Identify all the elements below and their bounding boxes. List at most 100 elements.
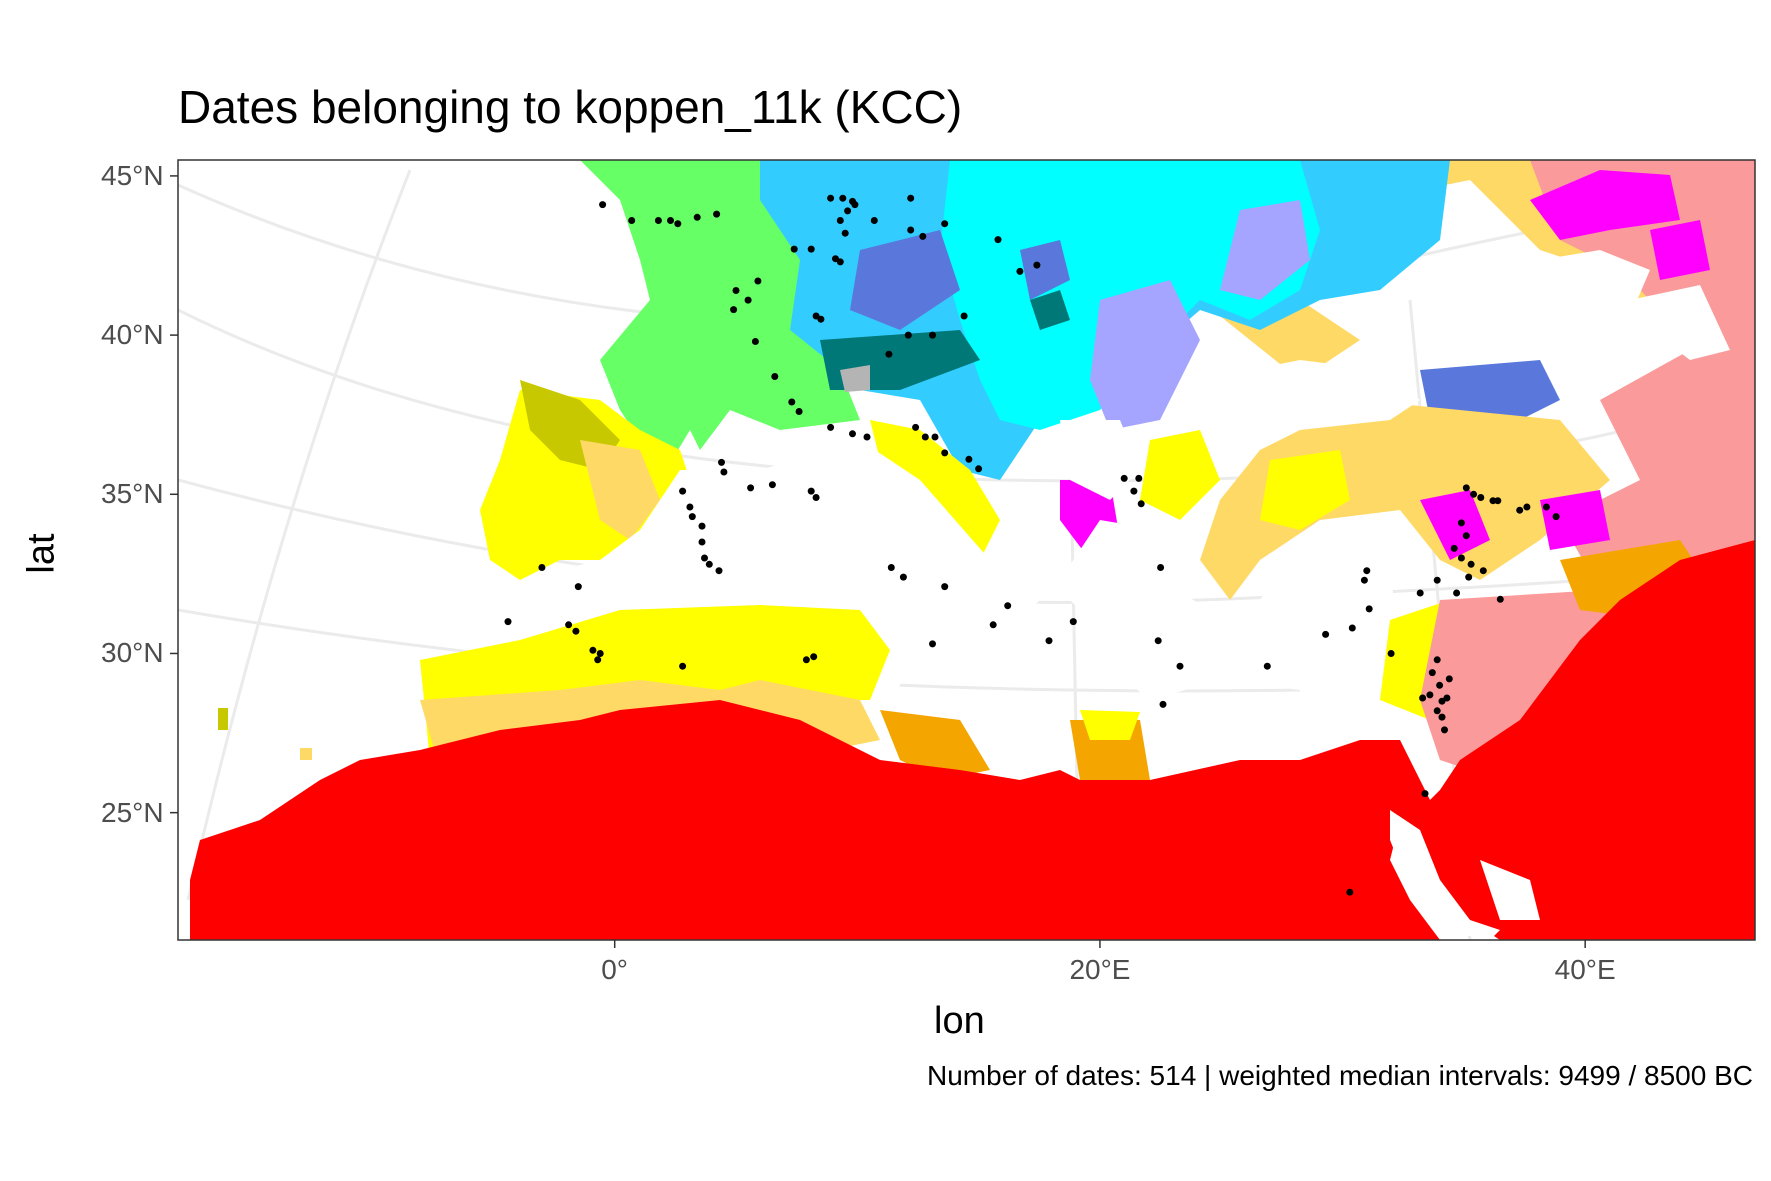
date-point — [1135, 474, 1143, 482]
date-point — [1387, 650, 1395, 657]
date-point — [1419, 694, 1427, 702]
date-point — [929, 640, 936, 648]
date-point — [849, 430, 856, 438]
date-point — [1441, 726, 1448, 734]
date-point — [807, 487, 815, 495]
date-point — [885, 350, 893, 358]
date-point — [1457, 519, 1465, 527]
red-sea — [1390, 810, 1500, 940]
date-point — [686, 503, 694, 511]
date-point — [1433, 707, 1441, 715]
caspian-sea — [1630, 285, 1730, 360]
zone-libya-steppe-cold — [880, 710, 990, 780]
date-point — [790, 245, 798, 253]
date-point — [965, 455, 973, 463]
date-point — [1445, 675, 1453, 683]
date-point — [705, 560, 713, 568]
date-point — [1421, 790, 1429, 798]
zone-continental-cool-2 — [1090, 280, 1200, 430]
date-point — [1263, 662, 1271, 670]
date-point — [975, 465, 983, 473]
date-point — [1450, 544, 1458, 552]
date-points — [504, 194, 1560, 896]
zone-continental-cool-1 — [1220, 200, 1310, 300]
date-point — [718, 458, 725, 466]
date-point — [1004, 602, 1012, 610]
zone-canary — [218, 708, 228, 730]
date-point — [1542, 503, 1550, 511]
date-point — [715, 567, 723, 575]
date-point — [788, 398, 796, 406]
zone-cyrenaica-hot — [1080, 710, 1140, 740]
date-point — [1365, 605, 1373, 613]
zone-caspian-continental — [1530, 170, 1680, 240]
date-point — [574, 583, 582, 591]
date-point — [994, 236, 1002, 244]
date-point — [751, 338, 759, 345]
date-point — [1416, 589, 1424, 597]
zone-tundra — [840, 365, 870, 392]
date-point — [1433, 656, 1441, 664]
date-point — [863, 433, 871, 441]
panel-border — [177, 159, 1756, 941]
date-point — [667, 217, 674, 224]
date-point — [1069, 618, 1077, 626]
date-point — [594, 656, 602, 664]
date-point — [1470, 490, 1478, 498]
date-point — [1552, 513, 1560, 521]
date-point — [887, 564, 895, 571]
date-point — [844, 207, 852, 215]
adriatic-patch — [1060, 420, 1140, 500]
date-point — [1130, 487, 1138, 495]
black-sea — [1200, 360, 1420, 440]
date-point — [1516, 506, 1524, 514]
date-point — [538, 564, 546, 571]
x-axis-label: lon — [934, 1000, 985, 1042]
date-point — [747, 484, 755, 492]
date-point — [754, 277, 762, 285]
zone-italy-med-hot — [870, 420, 1000, 560]
date-point — [1045, 637, 1053, 645]
date-point — [836, 217, 844, 224]
date-point — [701, 554, 708, 562]
date-point — [1477, 494, 1485, 501]
date-point — [1157, 564, 1165, 571]
date-point — [1033, 261, 1041, 269]
x-tick-label: 40°E — [1554, 954, 1616, 985]
date-point — [1494, 497, 1502, 505]
date-point — [812, 494, 820, 501]
date-point — [1479, 567, 1487, 575]
y-tick-label: 35°N — [101, 478, 164, 510]
date-point — [802, 656, 810, 664]
y-axis-label: lat — [20, 533, 63, 574]
date-point — [1433, 576, 1441, 584]
date-point — [807, 245, 815, 253]
y-tick-label: 45°N — [101, 159, 164, 191]
date-point — [1154, 637, 1162, 645]
date-point — [1523, 503, 1531, 511]
date-point — [654, 217, 662, 224]
date-point — [810, 653, 818, 661]
climate-raster — [178, 160, 1755, 940]
date-point — [771, 373, 779, 380]
date-point — [1453, 589, 1461, 597]
date-point — [768, 481, 776, 489]
date-point — [941, 449, 949, 457]
date-point — [589, 646, 597, 654]
date-point — [1159, 700, 1167, 708]
date-point — [827, 194, 835, 202]
y-tick-label: 30°N — [101, 637, 164, 669]
date-point — [919, 232, 927, 240]
red-sea-2 — [1480, 860, 1540, 920]
date-point — [1438, 697, 1446, 705]
date-point — [698, 522, 706, 530]
zone-greece — [1140, 430, 1220, 520]
y-tick-label: 40°N — [101, 319, 164, 351]
date-point — [836, 258, 844, 266]
date-point — [596, 650, 604, 657]
date-point — [899, 573, 907, 581]
chart-title: Dates belonging to koppen_11k (KCC) — [178, 81, 963, 133]
date-point — [679, 487, 687, 495]
date-point — [744, 296, 752, 304]
date-point — [1016, 267, 1024, 275]
